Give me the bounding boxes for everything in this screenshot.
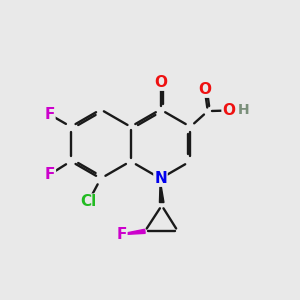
Text: F: F [45, 167, 55, 182]
Text: O: O [222, 103, 235, 118]
Text: H: H [238, 103, 249, 118]
Text: Cl: Cl [80, 194, 97, 209]
Text: F: F [116, 227, 127, 242]
Text: F: F [44, 107, 55, 122]
Polygon shape [122, 229, 145, 235]
Polygon shape [160, 185, 164, 203]
Text: O: O [198, 82, 211, 97]
Text: O: O [154, 75, 167, 90]
Text: N: N [154, 171, 167, 186]
